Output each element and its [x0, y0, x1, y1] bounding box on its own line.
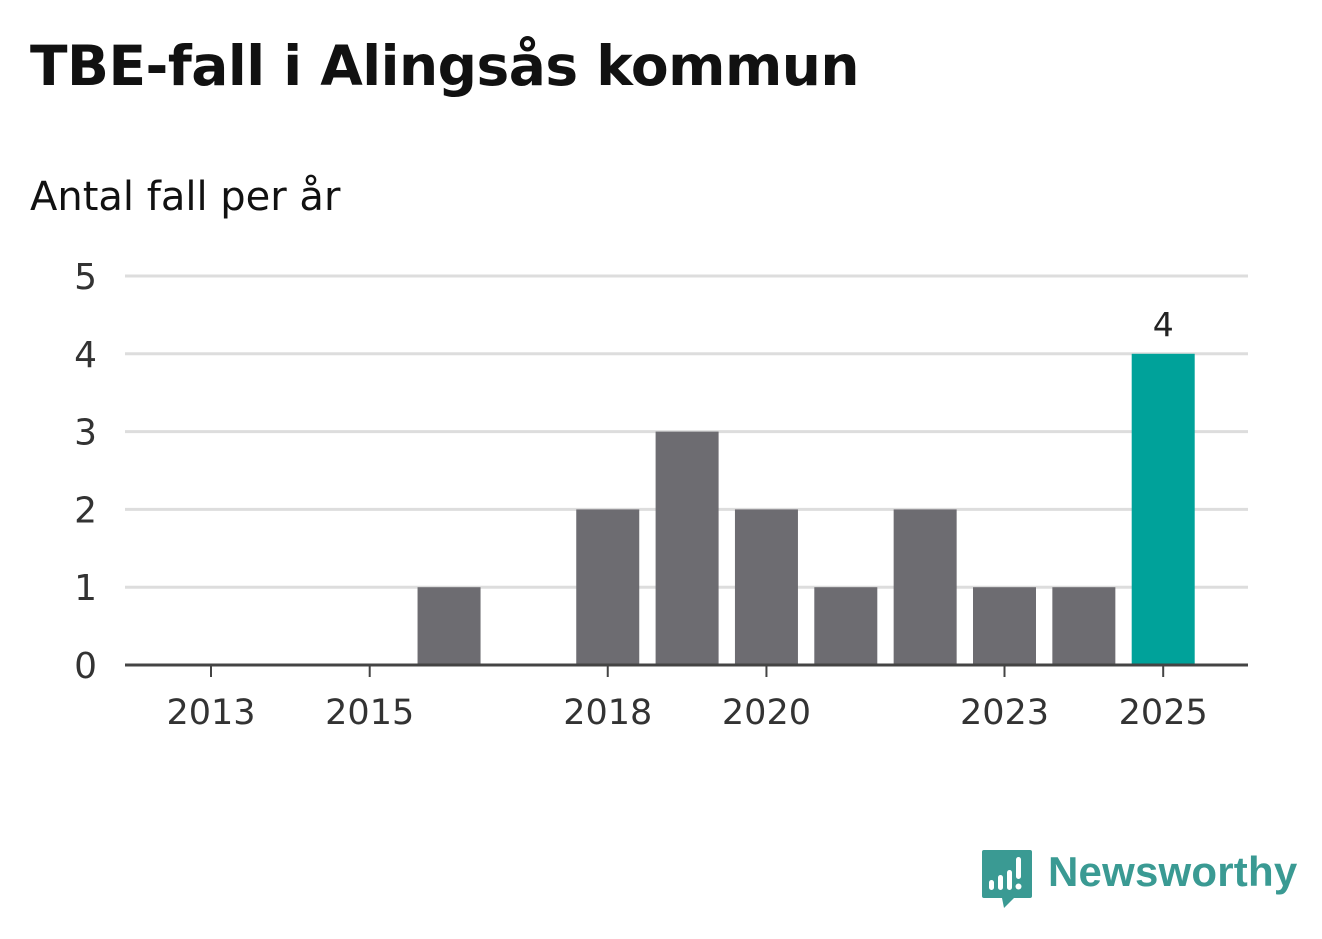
data-labels: 4 [1153, 305, 1174, 344]
x-tick-label: 2020 [722, 693, 811, 733]
x-tick-label: 2015 [325, 693, 414, 733]
x-tick-label: 2023 [960, 693, 1049, 733]
newsworthy-wordmark: Newsworthy [1048, 848, 1298, 895]
x-axis-ticks: 2013 2015 2018 2020 2023 2025 [166, 665, 1208, 733]
y-tick-label: 5 [74, 257, 97, 298]
x-tick-label: 2013 [166, 693, 255, 733]
bar [655, 431, 719, 665]
bars [417, 353, 1195, 665]
chart-title: TBE-fall i Alingsås kommun [30, 34, 860, 98]
bar [1052, 587, 1116, 665]
x-tick-label: 2018 [563, 693, 652, 733]
bar-highlight [1131, 353, 1195, 665]
chart-subtitle: Antal fall per år [30, 174, 341, 220]
bar [417, 587, 481, 665]
bar [973, 587, 1036, 665]
bar [576, 509, 640, 665]
y-tick-label: 4 [74, 335, 97, 376]
bar [814, 587, 878, 665]
y-tick-label: 3 [74, 413, 97, 454]
y-tick-label: 2 [74, 490, 97, 531]
x-tick-label: 2025 [1119, 693, 1208, 733]
newsworthy-logo-icon [982, 850, 1032, 908]
bar [734, 509, 798, 665]
y-tick-label: 0 [74, 646, 97, 687]
y-axis-tick-labels: 0 1 2 3 4 5 [74, 257, 97, 687]
bar [893, 509, 957, 665]
y-tick-label: 1 [74, 568, 97, 609]
data-label-2025: 4 [1153, 305, 1174, 344]
